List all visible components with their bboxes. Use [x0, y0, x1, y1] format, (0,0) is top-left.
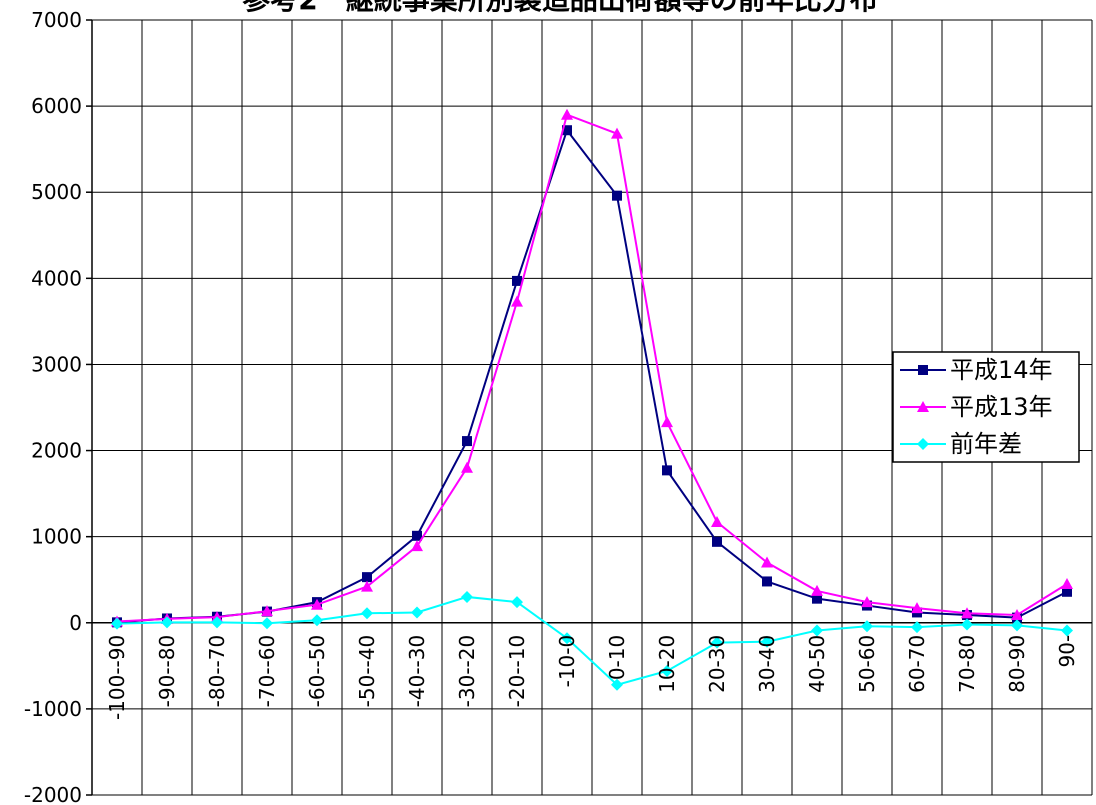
- x-tick-label: 30-40: [755, 635, 779, 693]
- data-point: [811, 624, 823, 637]
- data-point: [511, 295, 523, 307]
- x-tick-label: -70--60: [255, 635, 279, 708]
- x-tick-label: -10-0: [555, 635, 579, 688]
- data-point: [261, 605, 273, 617]
- data-point: [461, 590, 473, 603]
- data-point: [411, 606, 423, 619]
- x-tick-label: -50--40: [355, 635, 379, 708]
- data-point: [161, 616, 173, 629]
- x-tick-label: 40-50: [805, 635, 829, 693]
- data-point: [961, 618, 973, 631]
- data-point: [562, 125, 572, 136]
- data-point: [761, 635, 773, 648]
- data-point: [1061, 578, 1073, 590]
- data-point: [911, 602, 923, 614]
- data-point: [611, 678, 623, 691]
- data-point: [311, 614, 323, 627]
- data-point: [712, 536, 722, 547]
- x-tick-label: -20--10: [505, 635, 529, 708]
- legend-item: 平成14年: [900, 356, 1053, 384]
- data-point: [261, 617, 273, 630]
- data-point: [412, 530, 422, 541]
- x-tick-label: 10-20: [655, 635, 679, 693]
- data-point: [861, 620, 873, 633]
- x-tick-label: 90-: [1055, 635, 1079, 668]
- series-line: [116, 595, 1068, 686]
- data-point: [1011, 609, 1023, 621]
- x-tick-label: 70-80: [955, 635, 979, 693]
- y-tick-label: 4000: [31, 266, 82, 290]
- data-point: [611, 127, 623, 139]
- data-point: [411, 540, 423, 552]
- data-point: [111, 617, 123, 630]
- data-point: [361, 607, 373, 620]
- x-tick-label: -30--20: [455, 635, 479, 708]
- data-point: [1061, 624, 1073, 637]
- data-point: [311, 598, 323, 610]
- data-point: [512, 275, 522, 286]
- x-axis-tick-labels: -100--90 -90--80 -80--70 -70--60 -60--50 -50-…: [105, 635, 1079, 720]
- data-series: [111, 108, 1073, 691]
- legend-item: 前年差: [900, 430, 1022, 458]
- x-tick-label: -90--80: [155, 635, 179, 708]
- data-point: [661, 416, 673, 428]
- data-point: [511, 596, 523, 609]
- data-point: [961, 607, 973, 619]
- x-tick-label: 80-90: [1005, 635, 1029, 693]
- series-2: [111, 108, 1073, 627]
- series-3: [111, 590, 1073, 691]
- data-point: [211, 616, 223, 629]
- x-tick-label: -80--70: [205, 635, 229, 708]
- x-tick-label: 0-10: [605, 635, 629, 680]
- legend-swatch-marker: [917, 401, 929, 412]
- data-point: [461, 461, 473, 473]
- data-point: [1011, 619, 1023, 632]
- legend-label: 平成13年: [950, 393, 1053, 421]
- x-tick-label: -100--90: [105, 635, 129, 720]
- data-point: [811, 584, 823, 596]
- y-tick-label: 1000: [31, 525, 82, 549]
- legend-swatch-marker: [918, 365, 928, 375]
- y-tick-label: -2000: [24, 783, 82, 805]
- y-axis-tick-labels: 7000 6000 5000 4000 3000 2000 1000 0 -1000 -2000: [24, 8, 82, 805]
- data-point: [762, 576, 772, 587]
- data-point: [362, 572, 372, 583]
- y-tick-label: -1000: [24, 697, 82, 721]
- legend-item: 平成13年: [900, 393, 1053, 421]
- legend-label: 前年差: [950, 430, 1022, 458]
- data-point: [612, 190, 622, 201]
- x-tick-label: 60-70: [905, 635, 929, 693]
- data-point: [711, 516, 723, 528]
- data-point: [361, 580, 373, 592]
- data-point: [661, 665, 673, 677]
- data-point: [662, 465, 672, 476]
- data-point: [812, 593, 822, 604]
- y-tick-label: 2000: [31, 439, 82, 463]
- data-point: [462, 436, 472, 447]
- y-tick-label: 5000: [31, 180, 82, 204]
- grid-lines: [92, 19, 1092, 796]
- data-point: [561, 108, 573, 120]
- x-tick-label: -60--50: [305, 635, 329, 708]
- data-point: [861, 596, 873, 608]
- legend-label: 平成14年: [950, 356, 1053, 384]
- series-line: [116, 113, 1068, 623]
- y-tick-label: 6000: [31, 94, 82, 118]
- chart-title: 参考2 継続事業所別製造品出荷額等の前年比分布: [242, 0, 878, 16]
- data-point: [1062, 586, 1072, 597]
- y-tick-label: 0: [69, 611, 82, 635]
- data-point: [911, 621, 923, 634]
- y-tick-label: 3000: [31, 352, 82, 376]
- x-tick-label: -40--30: [405, 635, 429, 708]
- legend-swatch-marker: [917, 438, 929, 450]
- y-tick-label: 7000: [31, 8, 82, 32]
- x-tick-label: 50-60: [855, 635, 879, 693]
- x-tick-label: 20-30: [705, 635, 729, 693]
- data-point: [561, 632, 573, 645]
- data-point: [761, 556, 773, 568]
- data-point: [711, 636, 723, 649]
